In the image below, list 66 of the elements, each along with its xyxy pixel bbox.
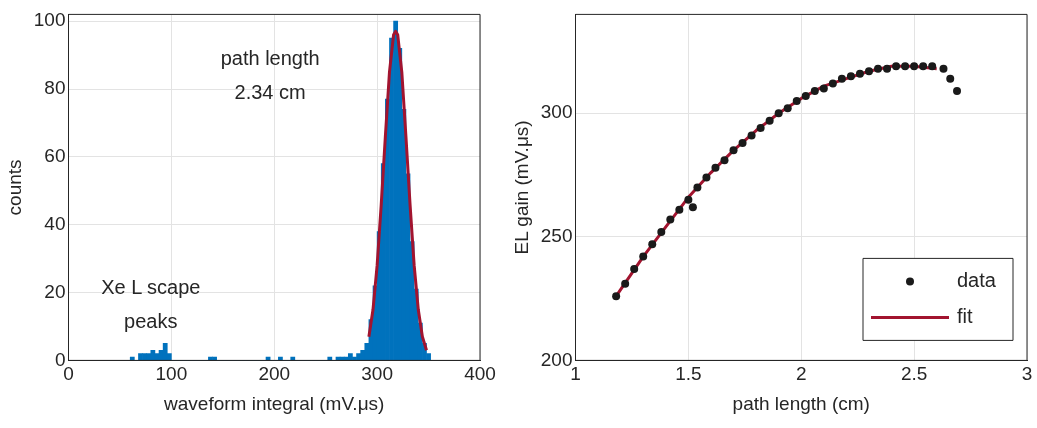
point	[648, 240, 657, 249]
x-tick-label: 200	[258, 363, 291, 385]
point	[765, 116, 774, 125]
point	[901, 62, 910, 71]
point	[883, 64, 892, 73]
annotation: Xe L scape peaks	[101, 275, 201, 332]
point	[928, 62, 937, 71]
point	[666, 215, 675, 224]
x-tick-label: 400	[464, 363, 496, 385]
y-axis-title: EL gain (mV.μs)	[510, 120, 532, 255]
point	[792, 96, 801, 105]
legend-label: data	[957, 268, 997, 291]
point	[783, 104, 792, 113]
point	[747, 131, 756, 140]
y-axis-title: counts	[3, 159, 25, 216]
point	[657, 227, 666, 236]
point	[837, 74, 846, 83]
point	[874, 64, 883, 73]
point	[910, 62, 919, 71]
point	[774, 109, 783, 118]
point	[864, 67, 873, 76]
legend-label: fit	[957, 304, 973, 327]
point	[828, 79, 837, 88]
point	[720, 156, 729, 165]
point	[810, 87, 819, 96]
point	[846, 72, 855, 81]
point	[729, 146, 738, 155]
point	[711, 163, 720, 172]
point	[702, 173, 711, 182]
y-tick-label: 40	[44, 212, 66, 234]
y-tick-label: 0	[54, 348, 66, 370]
point	[819, 84, 828, 93]
point	[919, 62, 928, 71]
point	[892, 62, 901, 71]
point	[630, 264, 639, 273]
x-tick-label: 300	[361, 363, 393, 385]
x-tick-label: 2.5	[900, 363, 928, 385]
point	[639, 252, 648, 261]
y-tick-label: 250	[540, 225, 573, 247]
point	[738, 138, 747, 147]
y-tick-label: 200	[540, 348, 573, 370]
point	[612, 292, 621, 301]
annotation: path length 2.34 cm	[220, 47, 320, 104]
x-tick-label: 3	[1021, 363, 1033, 385]
point	[953, 87, 962, 96]
point	[939, 64, 948, 73]
point	[801, 91, 810, 100]
point	[684, 195, 693, 204]
point	[855, 69, 864, 78]
point	[946, 74, 955, 83]
x-axis-title: path length (cm)	[732, 392, 870, 414]
point	[675, 205, 684, 214]
y-tick-label: 100	[33, 9, 66, 31]
x-tick-label: 1	[570, 363, 581, 385]
x-tick-label: 2	[795, 363, 807, 385]
y-tick-label: 300	[540, 101, 573, 123]
y-tick-label: 20	[44, 280, 66, 302]
x-tick-label: 100	[155, 363, 188, 385]
point	[693, 183, 702, 192]
y-tick-label: 80	[44, 77, 66, 99]
x-axis-title: waveform integral (mV.μs)	[163, 392, 385, 414]
x-tick-label: 1.5	[675, 363, 702, 385]
point	[621, 279, 630, 288]
point	[756, 124, 765, 133]
y-tick-label: 60	[44, 145, 66, 167]
point	[688, 203, 697, 212]
